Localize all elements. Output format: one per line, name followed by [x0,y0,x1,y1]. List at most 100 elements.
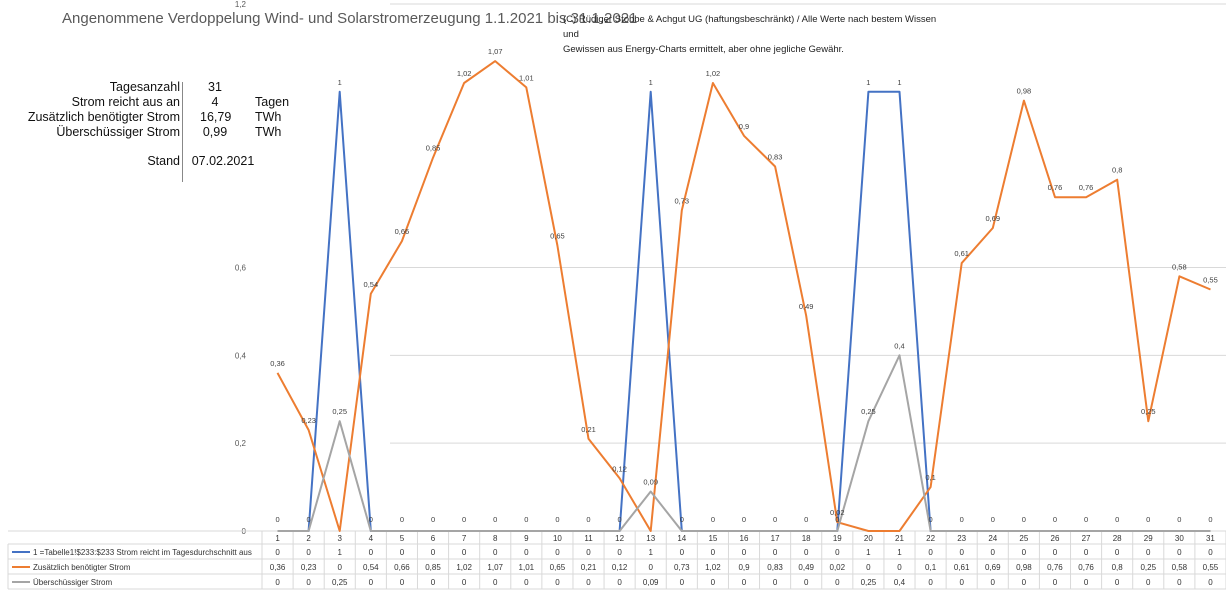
table-cell-value: 0 [773,578,778,587]
table-cell-value: 0 [680,578,685,587]
copyright-line-1: (C) Rüdiger Stobbe & Achgut UG (haftungs… [563,14,937,40]
data-label: 0 [431,515,435,524]
data-label: 0,4 [894,341,904,350]
data-label: 0,69 [985,214,1000,223]
table-cell-value: 0,49 [798,563,814,572]
table-cell-value: 0 [524,578,529,587]
table-cell-value: 0 [586,548,591,557]
table-cell-value: 0,23 [301,563,317,572]
data-label: 0,83 [768,152,783,161]
data-label: 0,58 [1172,262,1187,271]
table-cell-value: 0,25 [1140,563,1156,572]
table-cell-value: 0 [742,578,747,587]
table-cell-value: 0,09 [643,578,659,587]
data-label: 0,73 [675,196,690,205]
data-label: 0 [711,515,715,524]
table-cell-value: 0 [835,548,840,557]
data-label: 1 [649,78,653,87]
data-label: 0,76 [1048,183,1063,192]
data-label: 0 [1146,515,1150,524]
table-cell-value: 0 [1146,548,1151,557]
table-cell-value: 0 [1208,548,1213,557]
stat-value: 31 [208,80,222,94]
chart-title: Angenommene Verdoppelung Wind- und Solar… [62,10,638,27]
table-cell-value: 0 [493,548,498,557]
table-cell-value: 1 [897,548,902,557]
data-label: 0,85 [426,144,441,153]
x-tick-label: 12 [615,534,624,543]
table-cell-value: 0 [866,563,871,572]
data-label: 0,25 [861,407,876,416]
data-label: 0,23 [301,416,316,425]
x-tick-label: 5 [400,534,405,543]
data-label: 1,02 [457,69,472,78]
table-cell-value: 0,54 [363,563,379,572]
table-cell-value: 0,85 [425,563,441,572]
stat-value: 4 [211,95,219,109]
x-tick-label: 29 [1144,534,1153,543]
x-tick-label: 22 [926,534,935,543]
x-tick-label: 13 [646,534,655,543]
data-label: 0,98 [1017,87,1032,96]
table-cell-value: 0,8 [1112,563,1124,572]
table-cell-value: 0 [928,548,933,557]
table-cell-value: 0 [462,578,467,587]
x-tick-label: 18 [802,534,811,543]
data-label: 0,65 [550,232,565,241]
legend-label: Zusätzlich benötigter Strom [33,563,131,572]
table-cell-value: 1,07 [487,563,503,572]
data-label: 0,25 [1141,407,1156,416]
table-cell-value: 0 [804,548,809,557]
x-tick-label: 26 [1051,534,1060,543]
data-label: 0,36 [270,359,285,368]
data-label: 0 [1177,515,1181,524]
data-label: 0 [835,515,839,524]
table-cell-value: 0 [1022,578,1027,587]
table-cell-value: 0 [959,578,964,587]
y-tick-label: 0,4 [235,351,247,360]
data-label: 0 [928,515,932,524]
data-label: 0,66 [395,227,410,236]
table-cell-value: 0 [400,578,405,587]
table-cell-value: 0 [369,578,374,587]
table-cell-value: 0 [1115,578,1120,587]
x-tick-label: 17 [771,534,780,543]
table-cell-value: 0 [306,548,311,557]
table-cell-value: 0 [1146,578,1151,587]
data-label: 0,1 [925,473,935,482]
x-tick-label: 23 [957,534,966,543]
x-tick-label: 14 [677,534,686,543]
table-cell-value: 0 [1208,578,1213,587]
data-label: 0 [307,515,311,524]
table-cell-value: 0,55 [1203,563,1219,572]
table-cell-value: 1,02 [456,563,472,572]
x-tick-label: 31 [1206,534,1215,543]
table-cell-value: 0 [1177,548,1182,557]
table-cell-value: 0,76 [1078,563,1094,572]
table-cell-value: 0,83 [767,563,783,572]
series-line [277,90,1211,532]
table-cell-value: 0 [306,578,311,587]
stand-value: 07.02.2021 [191,154,255,168]
table-cell-value: 1 [648,548,653,557]
data-label: 0 [618,515,622,524]
table-cell-value: 0 [275,548,280,557]
data-label: 1 [897,78,901,87]
data-label: 0 [680,515,684,524]
table-cell-value: 1,01 [519,563,535,572]
table-cell-value: 0 [1022,548,1027,557]
data-label: 0 [524,515,528,524]
table-cell-value: 0,65 [550,563,566,572]
table-cell-value: 0,1 [925,563,937,572]
series-line [276,60,1211,532]
stat-label: Überschüssiger Strom [56,125,180,139]
table-cell-value: 0 [1084,548,1089,557]
y-tick-label: 0,2 [235,439,247,448]
table-cell-value: 0 [991,548,996,557]
data-label: 0 [960,515,964,524]
x-tick-label: 30 [1175,534,1184,543]
table-cell-value: 0 [1177,578,1182,587]
stat-label: Tagesanzahl [109,80,180,94]
table-cell-value: 0,69 [985,563,1001,572]
